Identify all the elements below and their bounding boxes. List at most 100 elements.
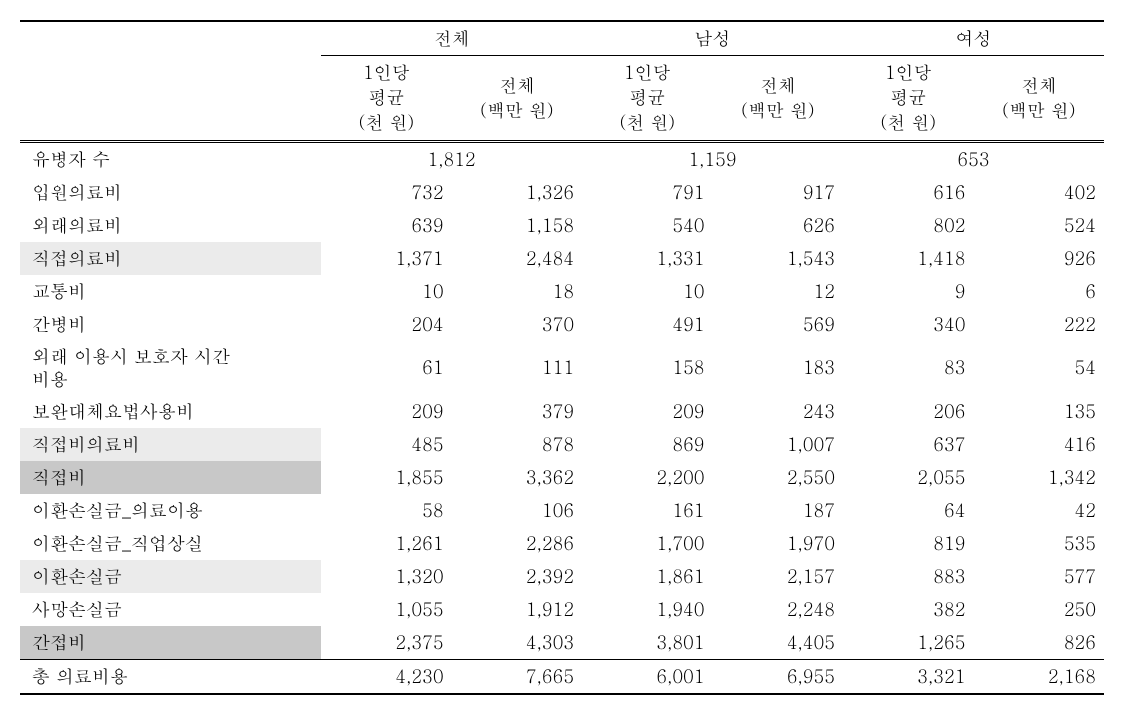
- data-cell: 524: [973, 209, 1104, 242]
- data-cell: 2,157: [713, 560, 843, 593]
- table-row: 보완대체요법사용비209379209243206135: [20, 395, 1104, 428]
- data-cell: 12: [713, 275, 843, 308]
- data-cell: 161: [582, 494, 712, 527]
- data-cell: 2,055: [843, 461, 973, 494]
- table-row: 직접의료비1,3712,4841,3311,5431,418926: [20, 242, 1104, 275]
- row-label: 이환손실금_직업상실: [20, 527, 321, 560]
- data-cell: 1,007: [713, 428, 843, 461]
- data-cell: 926: [973, 242, 1104, 275]
- data-cell: 2,248: [713, 593, 843, 626]
- data-cell: 402: [973, 176, 1104, 209]
- data-cell: 379: [452, 395, 582, 428]
- data-cell: 1,855: [321, 461, 451, 494]
- data-cell: 2,375: [321, 626, 451, 660]
- table-row: 외래 이용시 보호자 시간비용611111581838354: [20, 341, 1104, 396]
- row-label: 직접의료비: [20, 242, 321, 275]
- patient-count-total: 1,812: [321, 141, 582, 176]
- data-cell: 209: [582, 395, 712, 428]
- data-cell: 1,320: [321, 560, 451, 593]
- row-label: 입원의료비: [20, 176, 321, 209]
- data-cell: 1,543: [713, 242, 843, 275]
- data-cell: 819: [843, 527, 973, 560]
- table-row: 간접비2,3754,3033,8014,4051,265826: [20, 626, 1104, 660]
- table-row: 교통비1018101296: [20, 275, 1104, 308]
- data-cell: 637: [843, 428, 973, 461]
- data-cell: 1,940: [582, 593, 712, 626]
- data-cell: 18: [452, 275, 582, 308]
- table-row: 외래의료비6391,158540626802524: [20, 209, 1104, 242]
- row-label: 외래의료비: [20, 209, 321, 242]
- data-cell: 3,801: [582, 626, 712, 660]
- data-cell: 869: [582, 428, 712, 461]
- data-cell: 4,405: [713, 626, 843, 660]
- data-cell: 83: [843, 341, 973, 396]
- table-row: 사망손실금1,0551,9121,9402,248382250: [20, 593, 1104, 626]
- patient-count-male: 1,159: [582, 141, 843, 176]
- table-row: 직접비의료비4858788691,007637416: [20, 428, 1104, 461]
- data-cell: 1,326: [452, 176, 582, 209]
- sub-percap-male: 1인당평균(천 원): [582, 56, 712, 142]
- data-cell: 4,303: [452, 626, 582, 660]
- data-cell: 54: [973, 341, 1104, 396]
- data-cell: 791: [582, 176, 712, 209]
- patient-count-female: 653: [843, 141, 1104, 176]
- data-cell: 540: [582, 209, 712, 242]
- sub-total-male: 전체(백만 원): [713, 56, 843, 142]
- cost-table: 전체 남성 여성 1인당평균(천 원) 전체(백만 원) 1인당평균(천 원) …: [20, 20, 1104, 695]
- data-cell: 491: [582, 308, 712, 341]
- data-cell: 1,261: [321, 527, 451, 560]
- data-cell: 204: [321, 308, 451, 341]
- data-cell: 826: [973, 626, 1104, 660]
- data-cell: 883: [843, 560, 973, 593]
- data-cell: 802: [843, 209, 973, 242]
- table-row: 총 의료비용4,2307,6656,0016,9553,3212,168: [20, 660, 1104, 695]
- row-label: 직접비: [20, 461, 321, 494]
- data-cell: 42: [973, 494, 1104, 527]
- table-row: 입원의료비7321,326791917616402: [20, 176, 1104, 209]
- data-cell: 626: [713, 209, 843, 242]
- data-cell: 106: [452, 494, 582, 527]
- data-cell: 1,158: [452, 209, 582, 242]
- table-row: 이환손실금1,3202,3921,8612,157883577: [20, 560, 1104, 593]
- data-cell: 6: [973, 275, 1104, 308]
- data-cell: 135: [973, 395, 1104, 428]
- data-cell: 6,001: [582, 660, 712, 695]
- data-cell: 370: [452, 308, 582, 341]
- sub-total-total: 전체(백만 원): [452, 56, 582, 142]
- data-cell: 2,286: [452, 527, 582, 560]
- data-cell: 250: [973, 593, 1104, 626]
- data-cell: 6,955: [713, 660, 843, 695]
- data-cell: 10: [321, 275, 451, 308]
- data-cell: 878: [452, 428, 582, 461]
- data-cell: 7,665: [452, 660, 582, 695]
- row-label: 외래 이용시 보호자 시간비용: [20, 341, 321, 396]
- data-cell: 3,362: [452, 461, 582, 494]
- data-cell: 1,331: [582, 242, 712, 275]
- data-cell: 10: [582, 275, 712, 308]
- data-cell: 1,371: [321, 242, 451, 275]
- data-cell: 1,418: [843, 242, 973, 275]
- row-label: 간병비: [20, 308, 321, 341]
- data-cell: 64: [843, 494, 973, 527]
- table-row: 이환손실금_직업상실1,2612,2861,7001,970819535: [20, 527, 1104, 560]
- row-label: 직접비의료비: [20, 428, 321, 461]
- data-cell: 61: [321, 341, 451, 396]
- sub-total-female: 전체(백만 원): [973, 56, 1104, 142]
- data-cell: 158: [582, 341, 712, 396]
- data-cell: 183: [713, 341, 843, 396]
- data-cell: 9: [843, 275, 973, 308]
- data-cell: 639: [321, 209, 451, 242]
- data-cell: 3,321: [843, 660, 973, 695]
- data-cell: 4,230: [321, 660, 451, 695]
- data-cell: 1,700: [582, 527, 712, 560]
- sub-percap-female: 1인당평균(천 원): [843, 56, 973, 142]
- data-cell: 577: [973, 560, 1104, 593]
- data-cell: 206: [843, 395, 973, 428]
- header-blank: [20, 21, 321, 141]
- data-cell: 209: [321, 395, 451, 428]
- row-label: 총 의료비용: [20, 660, 321, 695]
- row-label: 이환손실금: [20, 560, 321, 593]
- table-row: 이환손실금_의료이용581061611876442: [20, 494, 1104, 527]
- data-cell: 1,861: [582, 560, 712, 593]
- row-label: 교통비: [20, 275, 321, 308]
